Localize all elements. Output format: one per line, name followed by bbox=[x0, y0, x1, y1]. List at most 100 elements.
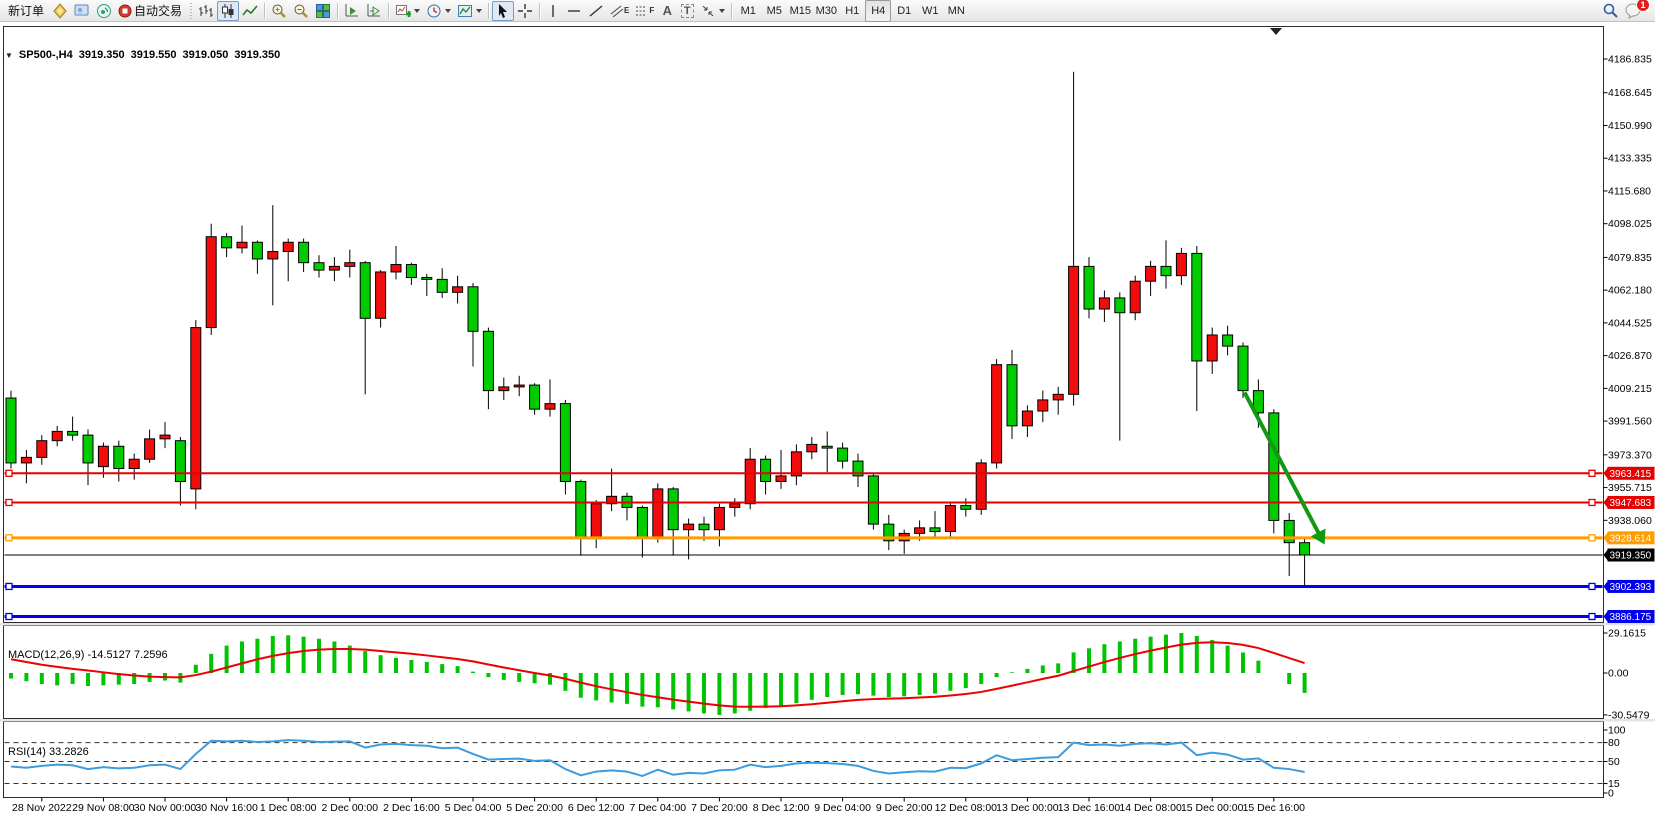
line-handle[interactable] bbox=[5, 469, 13, 477]
one-click-trading-toggle-icon[interactable]: ▼ bbox=[5, 50, 13, 60]
time-axis-label: 1 Dec 08:00 bbox=[260, 802, 317, 814]
bear-candle bbox=[421, 277, 433, 280]
price-tag-pointer bbox=[1603, 466, 1609, 480]
ohlc-high: 3919.550 bbox=[130, 49, 177, 61]
bull-candle bbox=[236, 241, 248, 249]
time-axis-label: 7 Dec 20:00 bbox=[691, 802, 748, 814]
bear-candle bbox=[852, 460, 864, 477]
arrows-tool-button[interactable] bbox=[697, 1, 728, 21]
line-handle[interactable] bbox=[1588, 612, 1596, 621]
autotrading-status-icon bbox=[118, 4, 132, 17]
bear-candle bbox=[1191, 252, 1203, 362]
bear-candle bbox=[760, 458, 772, 482]
tile-windows-icon[interactable] bbox=[312, 1, 334, 21]
bull-candle bbox=[390, 264, 402, 273]
price-tag-pointer bbox=[1603, 610, 1609, 624]
timeframe-m30-button[interactable]: M30 bbox=[815, 4, 837, 17]
bear-candle bbox=[929, 527, 941, 533]
timeframe-m15-button[interactable]: M15 bbox=[789, 4, 811, 17]
price-tag bbox=[1607, 495, 1655, 509]
timeframe-w1-button[interactable]: W1 bbox=[922, 4, 939, 17]
price-axis-label: 4026.870 bbox=[1608, 350, 1652, 362]
bull-candle bbox=[590, 503, 602, 538]
crosshair-tool-icon[interactable] bbox=[514, 1, 536, 21]
bull-candle bbox=[775, 475, 787, 482]
macd-signal-line bbox=[10, 641, 1305, 708]
price-pane[interactable] bbox=[3, 26, 1604, 623]
chart-title: ▼ SP500-,H4 3919.350 3919.550 3919.050 3… bbox=[5, 49, 280, 61]
bear-candle bbox=[482, 330, 494, 392]
templates-button[interactable] bbox=[454, 1, 485, 21]
bull-candle bbox=[1129, 280, 1141, 314]
search-icon[interactable] bbox=[1599, 1, 1622, 21]
price-axis-label: 4186.835 bbox=[1608, 54, 1652, 66]
new-order-button[interactable]: 新订单 bbox=[8, 4, 45, 18]
line-handle[interactable] bbox=[5, 498, 13, 507]
price-axis-label: 4133.335 bbox=[1608, 153, 1652, 165]
main-toolbar: 新订单 自动交易 E F A T M1 M5 M15 M30 H1 H4 D1 W1 MN 1 bbox=[0, 0, 1655, 22]
cursor-tool-icon[interactable] bbox=[492, 0, 515, 21]
rsi-pane[interactable] bbox=[3, 721, 1604, 798]
trendline-tool-icon[interactable] bbox=[585, 1, 607, 21]
bear-candle bbox=[5, 397, 17, 464]
autotrading-button[interactable]: 自动交易 bbox=[115, 1, 187, 21]
zoom-out-icon[interactable] bbox=[290, 1, 312, 21]
chat-icon[interactable]: 1 bbox=[1622, 0, 1650, 21]
channel-tool-icon[interactable]: E bbox=[607, 1, 632, 21]
terminal-icon[interactable] bbox=[71, 1, 93, 21]
time-axis-label: 13 Dec 16:00 bbox=[1058, 802, 1121, 814]
time-axis-label: 30 Nov 16:00 bbox=[195, 802, 258, 814]
fibonacci-tool-icon[interactable]: F bbox=[632, 1, 657, 21]
text-label-tool-icon[interactable]: T bbox=[677, 1, 697, 21]
bear-candle bbox=[1160, 265, 1172, 277]
macd-axis-label: 29.1615 bbox=[1608, 627, 1646, 639]
price-axis-label: 4044.525 bbox=[1608, 317, 1652, 329]
trend-arrow-head[interactable] bbox=[1310, 528, 1326, 545]
chart-shift-marker[interactable] bbox=[1270, 28, 1282, 35]
add-indicator-button[interactable] bbox=[392, 1, 423, 21]
line-chart-type-icon[interactable] bbox=[239, 1, 261, 21]
bar-chart-type-icon[interactable] bbox=[195, 1, 217, 21]
bull-candle bbox=[1206, 334, 1218, 362]
periods-button[interactable] bbox=[423, 1, 454, 21]
vertical-line-tool-icon[interactable] bbox=[543, 1, 563, 21]
zoom-in-icon[interactable] bbox=[268, 1, 290, 21]
timeframe-mn-button[interactable]: MN bbox=[947, 4, 965, 17]
timeframe-m1-button[interactable]: M1 bbox=[740, 4, 756, 17]
gold-seal-icon[interactable] bbox=[49, 1, 71, 21]
bull-candle bbox=[1175, 252, 1187, 277]
horizontal-line-tool-icon[interactable] bbox=[563, 1, 585, 21]
bull-candle bbox=[944, 505, 956, 533]
line-handle[interactable] bbox=[1588, 582, 1596, 591]
bear-candle bbox=[1299, 542, 1311, 556]
trend-arrow-line[interactable] bbox=[1242, 391, 1322, 537]
auto-scroll-icon[interactable] bbox=[341, 1, 363, 21]
bull-candle bbox=[328, 265, 340, 271]
line-handle[interactable] bbox=[5, 612, 13, 621]
timeframe-h1-button[interactable]: H1 bbox=[845, 4, 860, 17]
bear-candle bbox=[1006, 364, 1018, 427]
candle-chart-type-icon[interactable] bbox=[217, 0, 240, 21]
timeframe-d1-button[interactable]: D1 bbox=[897, 4, 912, 17]
bear-candle bbox=[559, 403, 571, 482]
timeframe-m5-button[interactable]: M5 bbox=[766, 4, 782, 17]
bear-candle bbox=[1237, 345, 1249, 392]
bull-candle bbox=[1098, 297, 1110, 310]
signal-icon[interactable] bbox=[93, 1, 115, 21]
line-handle[interactable] bbox=[1588, 534, 1596, 542]
time-axis-label: 9 Dec 20:00 bbox=[876, 802, 933, 814]
line-handle[interactable] bbox=[5, 534, 13, 542]
pane-splitter[interactable] bbox=[0, 623, 1655, 626]
pane-splitter[interactable] bbox=[0, 719, 1655, 722]
line-handle[interactable] bbox=[5, 582, 13, 591]
chart-shift-icon[interactable] bbox=[363, 1, 385, 21]
ohlc-open: 3919.350 bbox=[78, 49, 125, 61]
line-handle[interactable] bbox=[1588, 498, 1596, 507]
rsi-axis-label: 100 bbox=[1608, 725, 1626, 737]
line-handle[interactable] bbox=[1588, 469, 1596, 477]
text-tool-icon[interactable]: A bbox=[662, 3, 672, 18]
bull-candle bbox=[51, 430, 63, 442]
chart-canvas[interactable]: 4186.835 4168.645 4150.990 4133.335 4115.680… bbox=[0, 22, 1655, 823]
macd-pane[interactable] bbox=[3, 625, 1604, 719]
timeframe-h4-button[interactable]: H4 bbox=[865, 0, 892, 22]
